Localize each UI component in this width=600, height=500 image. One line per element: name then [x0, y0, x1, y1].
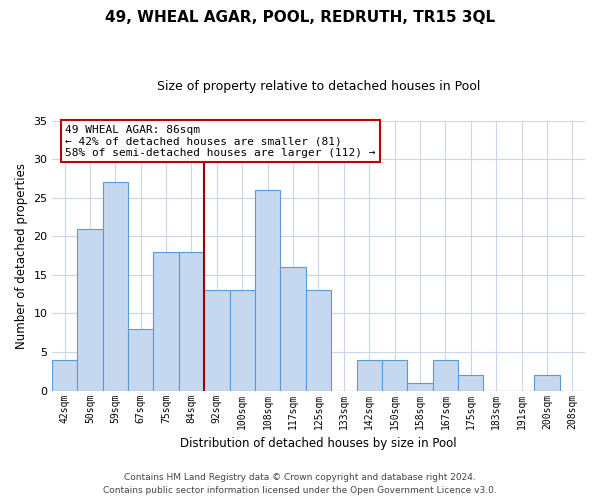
X-axis label: Distribution of detached houses by size in Pool: Distribution of detached houses by size … [180, 437, 457, 450]
Bar [255, 190, 280, 390]
Text: Contains HM Land Registry data © Crown copyright and database right 2024.
Contai: Contains HM Land Registry data © Crown c… [103, 474, 497, 495]
Title: Size of property relative to detached houses in Pool: Size of property relative to detached ho… [157, 80, 480, 93]
Bar [306, 290, 331, 390]
Bar [103, 182, 128, 390]
Bar [179, 252, 204, 390]
Text: 49 WHEAL AGAR: 86sqm
← 42% of detached houses are smaller (81)
58% of semi-detac: 49 WHEAL AGAR: 86sqm ← 42% of detached h… [65, 124, 376, 158]
Bar [534, 375, 560, 390]
Y-axis label: Number of detached properties: Number of detached properties [15, 162, 28, 348]
Bar [128, 329, 154, 390]
Bar [204, 290, 230, 390]
Bar [458, 375, 484, 390]
Text: 49, WHEAL AGAR, POOL, REDRUTH, TR15 3QL: 49, WHEAL AGAR, POOL, REDRUTH, TR15 3QL [105, 10, 495, 25]
Bar [356, 360, 382, 390]
Bar [52, 360, 77, 390]
Bar [433, 360, 458, 390]
Bar [407, 383, 433, 390]
Bar [77, 228, 103, 390]
Bar [154, 252, 179, 390]
Bar [280, 267, 306, 390]
Bar [230, 290, 255, 390]
Bar [382, 360, 407, 390]
